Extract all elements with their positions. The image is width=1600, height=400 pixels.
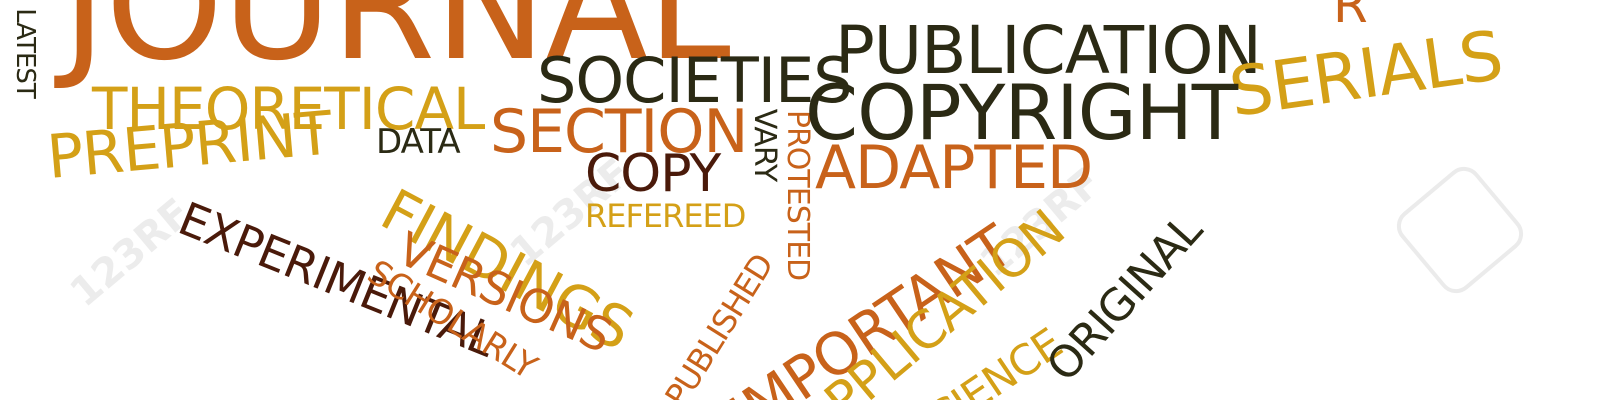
word-section: SECTION (490, 97, 748, 167)
word-adapted: ADAPTED (815, 133, 1093, 203)
word-publication: PUBLICATION (835, 12, 1262, 89)
word-preprint: PREPRINT (44, 98, 335, 193)
word-journal: JOURNAL (62, 0, 731, 94)
word-theoretical: THEORETICAL (92, 75, 485, 143)
word-latest: LATEST (9, 8, 40, 98)
word-copyright: COPYRIGHT (805, 68, 1238, 157)
word-vary: VARY (747, 108, 783, 182)
word-r: R (1333, 0, 1368, 34)
word-societies: SOCIETIES (537, 44, 853, 117)
watermark-icon (1389, 159, 1531, 301)
word-serials: SERIALS (1224, 16, 1508, 133)
word-copy: COPY (585, 144, 721, 204)
word-refereed: REFEREED (585, 197, 746, 235)
watermark-text: 123RF (61, 189, 200, 317)
word-data: DATA (376, 122, 461, 162)
